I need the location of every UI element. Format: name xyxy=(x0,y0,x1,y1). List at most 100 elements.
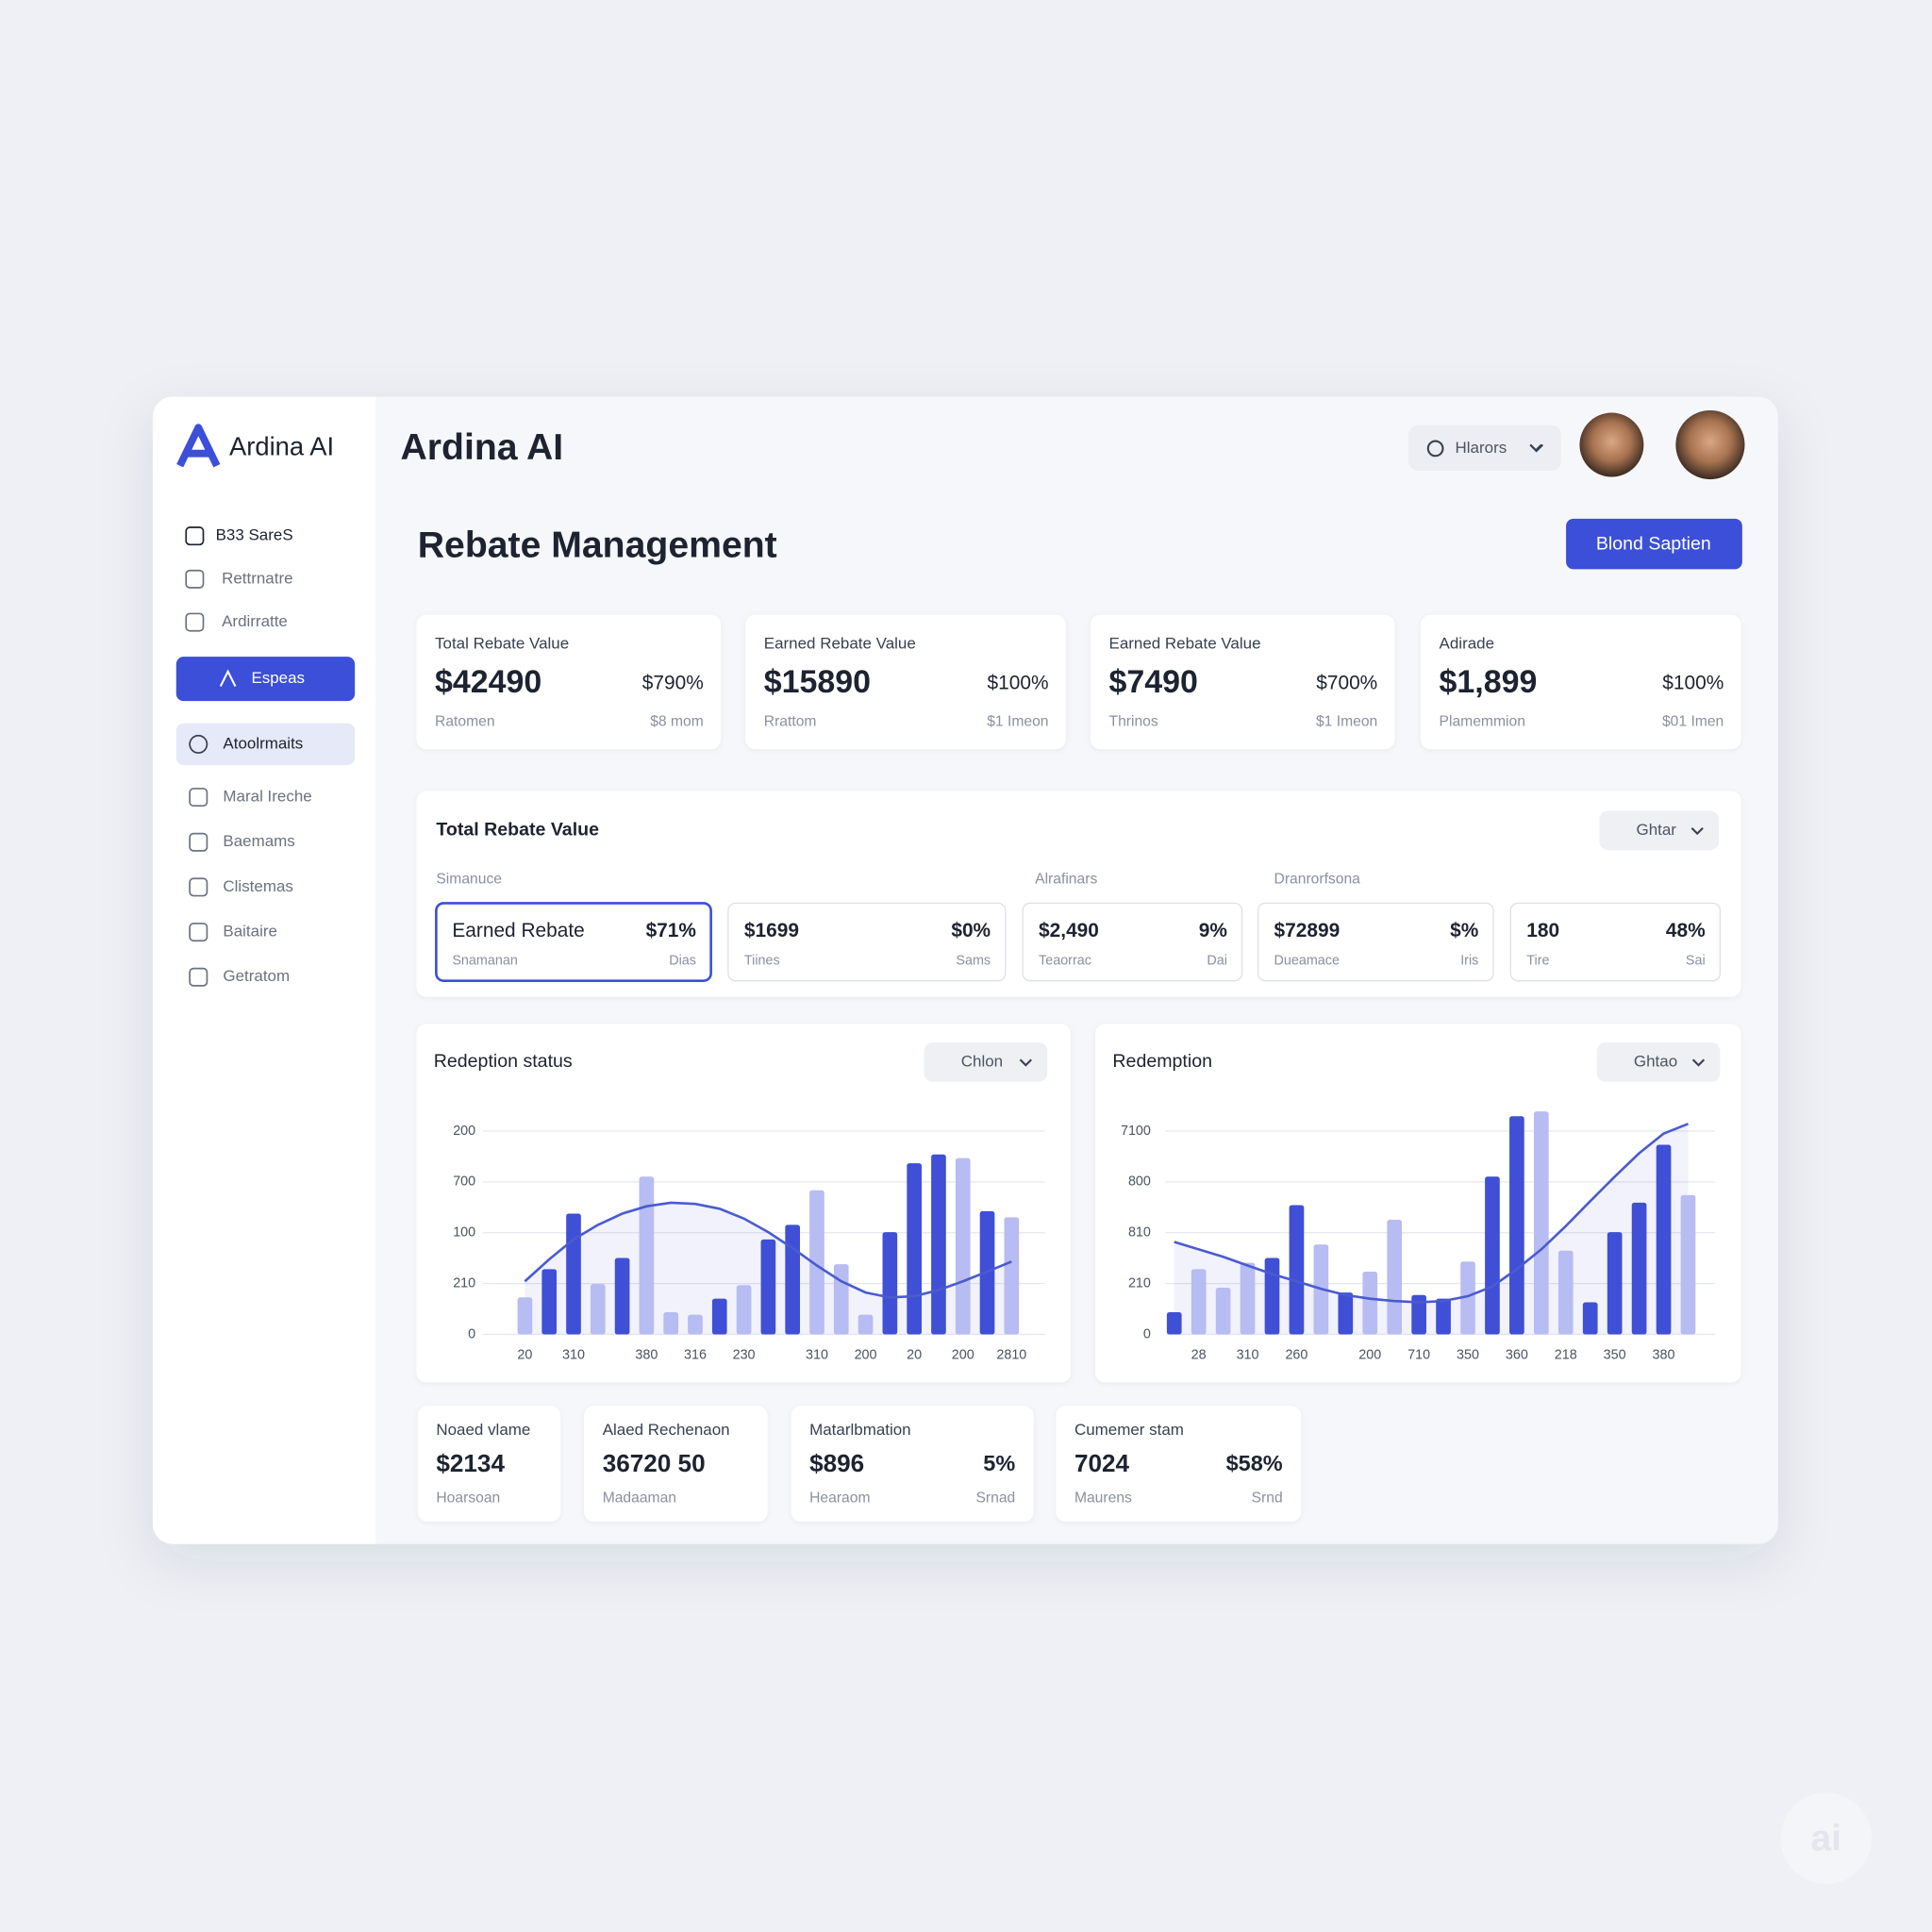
kpi-card xyxy=(1420,614,1741,750)
tile-caption: Snamanan xyxy=(452,954,517,969)
bar xyxy=(1264,1257,1280,1335)
bar xyxy=(1362,1271,1378,1335)
bar xyxy=(1436,1298,1451,1335)
nav-item: Espeas xyxy=(251,669,305,687)
stat-caption: Hoarsoan xyxy=(436,1490,500,1506)
kpi-change: $100% xyxy=(988,672,1049,693)
app-title: Ardina AI xyxy=(400,427,563,468)
stat-value: 7024 xyxy=(1074,1449,1130,1477)
search-icon xyxy=(1426,440,1444,458)
x-tick-label: 2810 xyxy=(996,1348,1026,1363)
x-tick-label: 710 xyxy=(1407,1348,1430,1363)
x-tick-label: 310 xyxy=(806,1348,828,1363)
kpi-caption: Rrattom xyxy=(764,714,817,730)
tile-side: 9% xyxy=(1199,920,1228,941)
trend-line xyxy=(1174,1123,1690,1304)
kpi-label: Earned Rebate Value xyxy=(1109,635,1261,653)
stat-card xyxy=(1056,1406,1302,1523)
x-tick-label: 380 xyxy=(1653,1348,1675,1363)
bar xyxy=(1607,1232,1623,1335)
tile-main: Earned Rebate xyxy=(452,920,584,941)
bar xyxy=(1533,1111,1549,1335)
avatar[interactable] xyxy=(1579,412,1644,477)
tile-note: Dai xyxy=(1207,954,1227,969)
nav-item[interactable]: Getratom xyxy=(223,967,290,985)
nav-item[interactable]: Rettrnatre xyxy=(222,569,292,587)
y-tick-label: 700 xyxy=(453,1174,475,1190)
y-tick-label: 0 xyxy=(468,1326,475,1341)
filter-button[interactable] xyxy=(1599,810,1720,851)
bar xyxy=(663,1312,679,1335)
y-tick-label: 800 xyxy=(1128,1174,1151,1190)
bar xyxy=(639,1176,655,1335)
search-box[interactable] xyxy=(1407,425,1561,471)
nav-item[interactable]: Baitaire xyxy=(223,923,277,941)
kpi-note: $01 Imen xyxy=(1662,714,1724,730)
nav-item[interactable]: Clistemas xyxy=(223,877,292,895)
nav-item[interactable]: B33 SareS xyxy=(216,526,293,544)
y-tick-label: 7100 xyxy=(1121,1124,1151,1139)
nav-icon xyxy=(219,669,237,687)
bar xyxy=(809,1190,824,1335)
bar xyxy=(907,1163,922,1335)
group-label: Alrafinars xyxy=(1035,872,1097,888)
summary-tile[interactable] xyxy=(1257,902,1494,982)
nav-active[interactable] xyxy=(175,657,356,702)
stat-value: 36720 50 xyxy=(603,1449,706,1477)
kpi-value: $1,899 xyxy=(1440,664,1538,700)
x-tick-label: 218 xyxy=(1555,1348,1577,1363)
bar xyxy=(1656,1144,1672,1335)
kpi-note: $1 Imeon xyxy=(1316,714,1377,730)
kpi-caption: Ratomen xyxy=(435,714,495,730)
bar xyxy=(1338,1292,1354,1335)
bar xyxy=(590,1284,606,1335)
bar xyxy=(1289,1205,1305,1335)
kpi-value: $42490 xyxy=(435,664,541,700)
x-tick-label: 350 xyxy=(1604,1348,1626,1363)
nav-item[interactable]: Maral Ireche xyxy=(223,788,311,806)
watermark-badge xyxy=(1780,1792,1872,1885)
filter-button[interactable] xyxy=(1596,1041,1721,1082)
x-tick-label: 28 xyxy=(1191,1348,1207,1363)
stat-caption: Madaaman xyxy=(603,1490,676,1506)
nav-item[interactable]: Baemams xyxy=(223,832,294,850)
action-button[interactable] xyxy=(1566,518,1742,570)
x-tick-label: 350 xyxy=(1457,1348,1479,1363)
filter-button[interactable] xyxy=(924,1041,1048,1082)
bar xyxy=(882,1232,898,1335)
summary-tile[interactable] xyxy=(727,902,1007,982)
tile-caption: Tiines xyxy=(744,954,780,969)
kpi-note: $1 Imeon xyxy=(987,714,1048,730)
nav-icon xyxy=(185,569,205,589)
summary-tile[interactable] xyxy=(1022,902,1243,982)
stat-caption: Maurens xyxy=(1074,1490,1132,1506)
page-title: Rebate Management xyxy=(418,525,777,565)
stat-label: Noaed vlame xyxy=(436,1421,530,1439)
panel-title: Total Rebate Value xyxy=(436,819,599,840)
chevron xyxy=(1019,1058,1032,1067)
bar xyxy=(833,1264,849,1335)
bar xyxy=(1004,1217,1020,1335)
kpi-value: $7490 xyxy=(1109,664,1198,700)
nav-selected[interactable] xyxy=(175,723,356,766)
nav-item[interactable]: Ardirratte xyxy=(222,612,288,630)
avatar[interactable] xyxy=(1675,409,1745,480)
summary-tile[interactable] xyxy=(435,902,712,982)
tile-side: $% xyxy=(1450,920,1479,941)
nav-item: Atoolrmaits xyxy=(223,734,303,752)
x-tick-label: 316 xyxy=(684,1348,707,1363)
tile-note: Sams xyxy=(956,954,991,969)
nav-icon xyxy=(185,526,205,546)
bar xyxy=(517,1297,533,1335)
kpi-label: Earned Rebate Value xyxy=(764,635,916,653)
tile-main: $72899 xyxy=(1274,920,1341,941)
summary-tile[interactable] xyxy=(1509,902,1721,982)
kpi-card xyxy=(416,614,722,750)
y-tick-label: 200 xyxy=(453,1124,475,1139)
tile-main: 180 xyxy=(1526,920,1559,941)
x-tick-label: 200 xyxy=(952,1348,974,1363)
bar xyxy=(931,1154,946,1335)
trend-line xyxy=(524,1201,1012,1299)
bar xyxy=(1411,1294,1426,1335)
